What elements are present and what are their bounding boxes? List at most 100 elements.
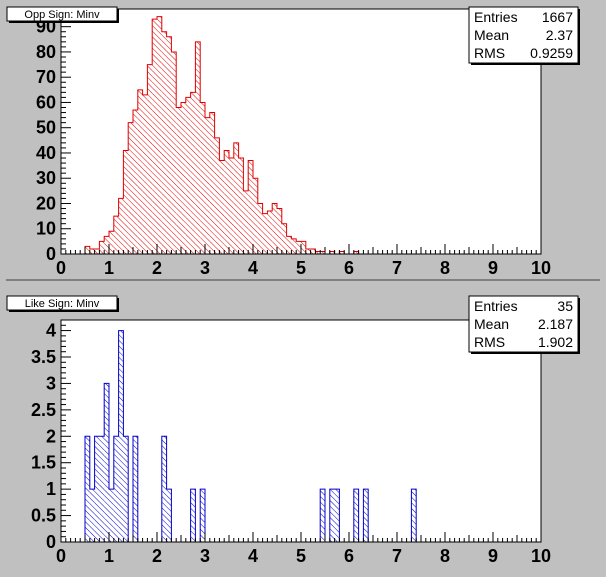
mean-value: 2.37 xyxy=(546,27,573,43)
histogram-bar xyxy=(99,241,105,254)
histogram-bar xyxy=(137,89,143,255)
histogram-bar xyxy=(89,489,95,542)
histogram-bar xyxy=(113,436,119,542)
histogram-bar xyxy=(161,436,167,542)
opp-sign-pad: 0 1 2 3 4 5 6 7 8 9 10 0 10 20 30 40 50 60 70 80 90 Opp Sign:… xyxy=(6,4,600,281)
y-tick-label: 4 xyxy=(46,321,56,341)
histogram-bar xyxy=(94,436,100,542)
y-tick-label: 3.5 xyxy=(31,347,56,367)
histogram-bar xyxy=(195,41,201,254)
histogram-bar xyxy=(243,190,249,254)
y-tick-label: 30 xyxy=(36,168,56,188)
x-tick-label: 2 xyxy=(152,258,162,278)
y-tick-label: 3 xyxy=(46,373,56,393)
histogram-bar xyxy=(257,203,263,254)
y-tick-label: 2 xyxy=(46,426,56,446)
x-tick-label: 6 xyxy=(344,258,354,278)
histogram-bar xyxy=(209,112,215,254)
histogram-bar xyxy=(99,436,105,542)
histogram-bar xyxy=(104,383,109,542)
histogram-bar xyxy=(104,236,109,254)
rms-value: 1.902 xyxy=(538,334,573,350)
histogram-bar xyxy=(113,216,119,254)
histogram-bar xyxy=(286,236,292,254)
histogram-bar xyxy=(329,251,335,254)
histogram-bar xyxy=(253,178,258,254)
rms-value: 0.9259 xyxy=(530,45,573,61)
x-tick-label: 5 xyxy=(296,546,306,566)
histogram-bar xyxy=(334,489,340,542)
x-tick-label: 8 xyxy=(440,546,450,566)
histogram-bar xyxy=(301,241,306,254)
histogram-bar xyxy=(214,137,220,254)
histogram-bars xyxy=(85,330,417,542)
histogram-bar xyxy=(200,489,205,542)
histogram-bar xyxy=(123,150,129,254)
histogram-bar xyxy=(190,92,196,254)
histogram-bar xyxy=(123,436,129,542)
histogram-bar xyxy=(109,489,114,542)
histogram-bar xyxy=(190,489,196,542)
y-tick-label: 2.5 xyxy=(31,400,56,420)
y-tick-label: 1.5 xyxy=(31,453,56,473)
entries-value: 35 xyxy=(557,298,573,314)
histogram-title: Like Sign: Minv xyxy=(6,295,119,312)
y-tick-label: 0 xyxy=(46,532,56,552)
histogram-bar xyxy=(277,208,282,254)
title-text: Like Sign: Minv xyxy=(25,298,100,310)
histogram-bar xyxy=(353,489,359,542)
x-tick-label: 6 xyxy=(344,546,354,566)
histogram-bar xyxy=(229,158,234,254)
histogram-bar xyxy=(118,198,124,254)
x-tick-label: 3 xyxy=(200,258,210,278)
mean-value: 2.187 xyxy=(538,316,573,332)
histogram-bar xyxy=(248,160,253,254)
y-tick-label: 0 xyxy=(46,244,56,264)
histogram-bar xyxy=(238,158,244,254)
y-axis: 0 0.5 1 1.5 2 2.5 3 3.5 4 xyxy=(31,319,71,552)
x-tick-label: 9 xyxy=(488,546,498,566)
y-tick-label: 0.5 xyxy=(31,506,56,526)
x-tick-label: 0 xyxy=(56,546,66,566)
histogram-bar xyxy=(363,489,369,542)
y-tick-label: 40 xyxy=(36,143,56,163)
title-text: Opp Sign: Minv xyxy=(24,9,100,21)
x-axis: 0 1 2 3 4 5 6 7 8 9 10 xyxy=(56,244,551,278)
x-tick-label: 10 xyxy=(531,258,551,278)
histogram-bar xyxy=(267,211,273,254)
plot-frame xyxy=(60,319,542,543)
histogram-bar xyxy=(296,241,301,254)
rms-label: RMS xyxy=(474,45,505,61)
y-tick-label: 50 xyxy=(36,118,56,138)
entries-label: Entries xyxy=(474,298,518,314)
x-tick-label: 4 xyxy=(248,546,258,566)
histogram-bar xyxy=(411,489,417,542)
x-tick-label: 8 xyxy=(440,258,450,278)
y-tick-label: 70 xyxy=(36,67,56,87)
x-tick-label: 2 xyxy=(152,546,162,566)
histogram-bar xyxy=(94,248,100,254)
y-tick-label: 1 xyxy=(46,479,56,499)
x-tick-label: 4 xyxy=(248,258,258,278)
histogram-bar xyxy=(142,94,148,255)
histogram-bar xyxy=(89,248,95,254)
histogram-bar xyxy=(329,489,335,542)
histogram-bar xyxy=(147,64,153,254)
x-tick-label: 7 xyxy=(392,546,402,566)
x-tick-label: 3 xyxy=(200,546,210,566)
y-tick-label: 10 xyxy=(36,219,56,239)
entries-label: Entries xyxy=(474,9,518,25)
histogram-bar xyxy=(233,142,239,254)
histogram-bar xyxy=(291,238,297,254)
histogram-bar xyxy=(205,117,210,254)
histogram-bar xyxy=(185,97,191,254)
histogram-bar xyxy=(128,122,133,254)
histogram-bar xyxy=(339,251,345,254)
histogram-bar xyxy=(219,160,225,254)
histogram-bar xyxy=(109,231,114,254)
histogram-bar xyxy=(353,251,359,254)
stats-box: Entries 35 Mean 2.187 RMS 1.902 xyxy=(468,295,580,354)
